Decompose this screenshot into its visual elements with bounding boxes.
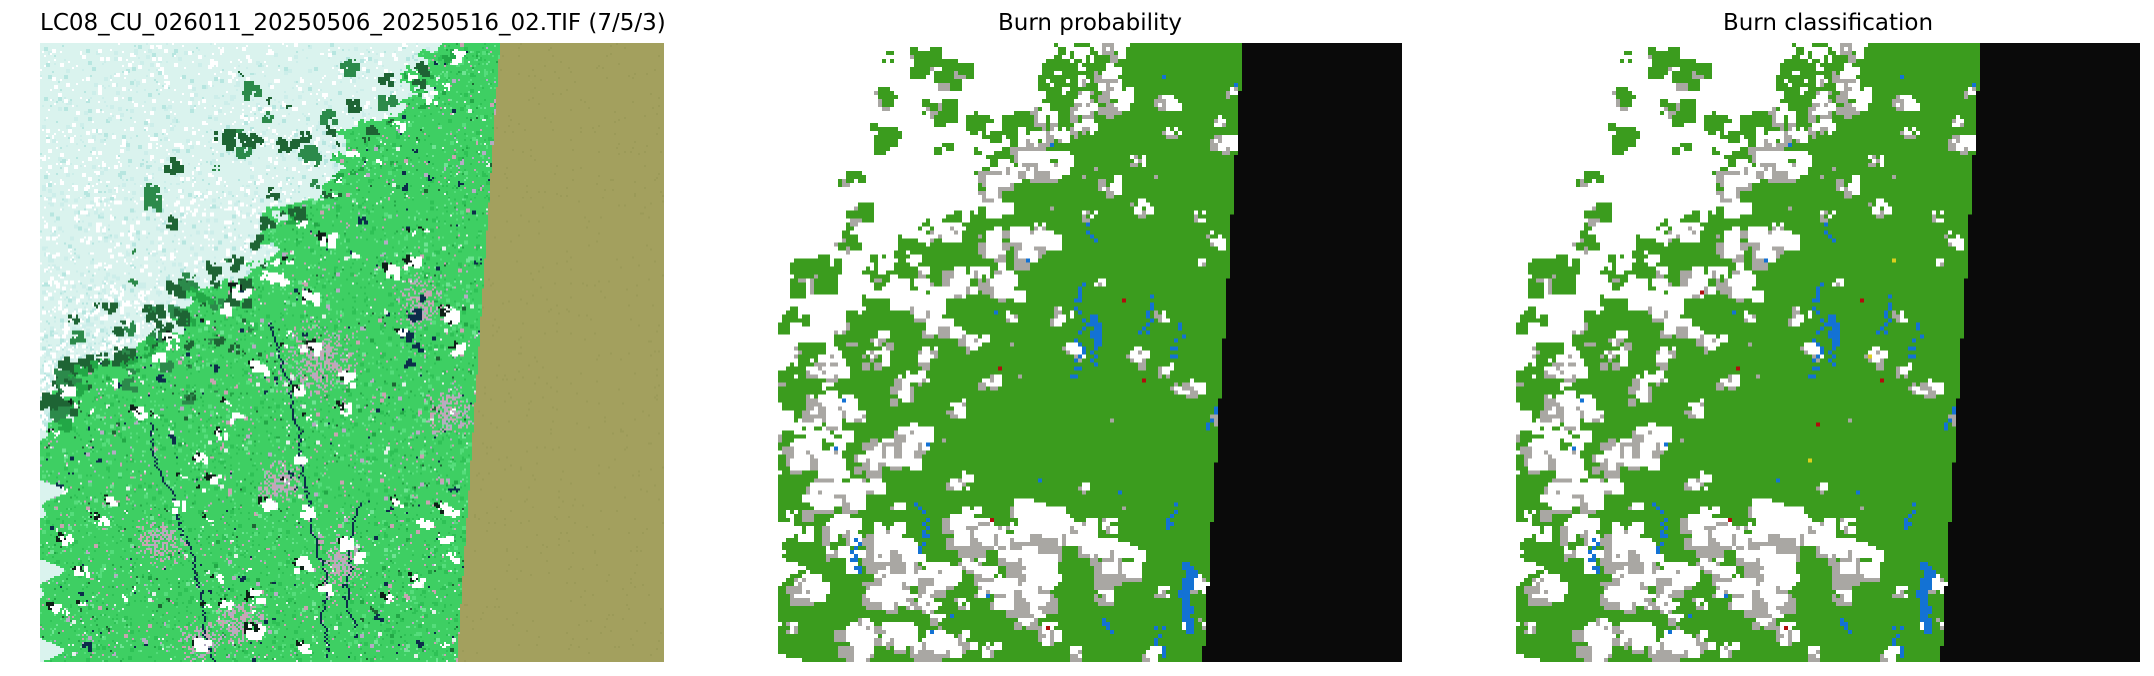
burn-classification-panel-title: Burn classification bbox=[1722, 10, 1934, 36]
burn-probability-map-image bbox=[778, 43, 1402, 662]
satellite-false-color-image bbox=[40, 43, 664, 662]
burn-probability-panel-title: Burn probability bbox=[997, 10, 1182, 36]
satellite-panel-title: LC08_CU_026011_20250506_20250516_02.TIF … bbox=[40, 10, 666, 36]
burn-classification-map-image bbox=[1516, 43, 2140, 662]
